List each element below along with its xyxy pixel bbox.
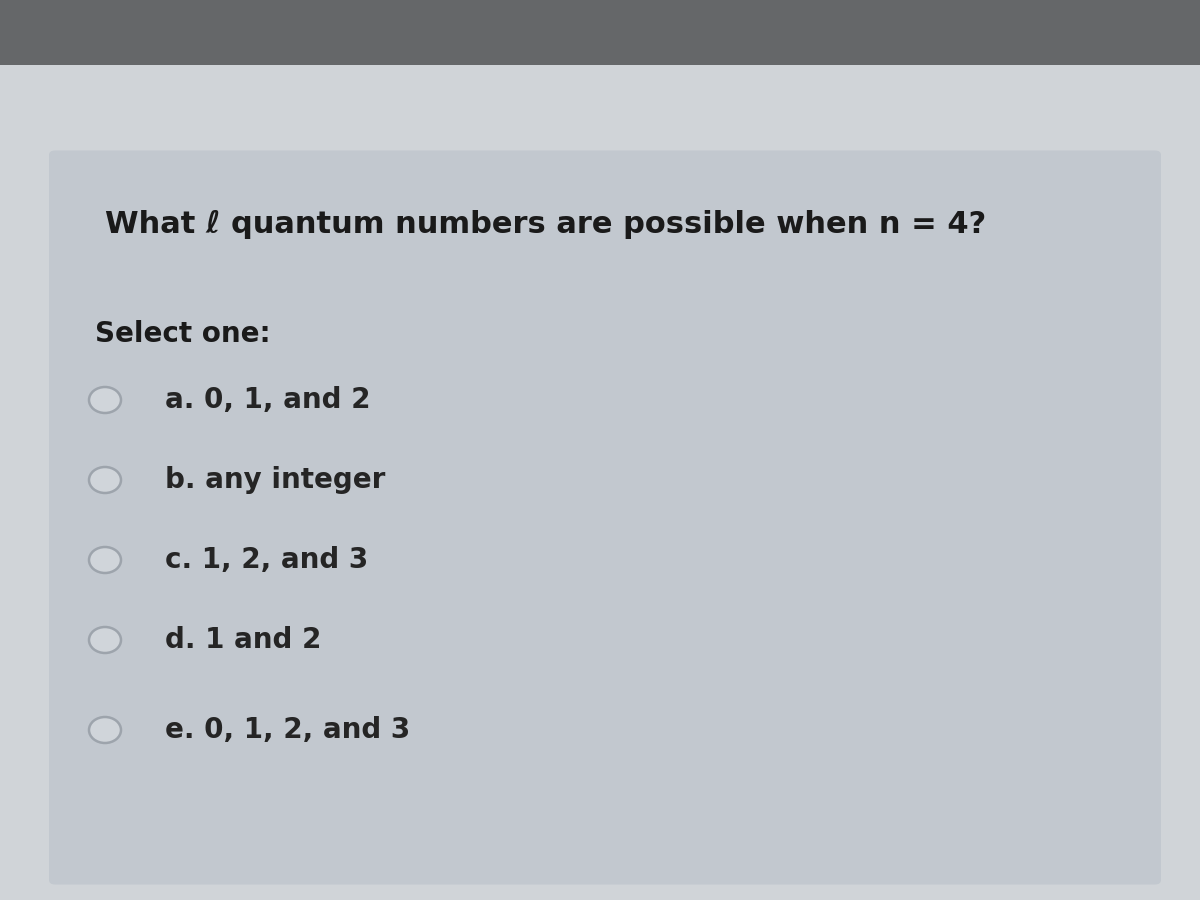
Text: c. 1, 2, and 3: c. 1, 2, and 3 <box>166 546 368 574</box>
Text: Select one:: Select one: <box>95 320 271 348</box>
Ellipse shape <box>89 627 121 653</box>
Text: d. 1 and 2: d. 1 and 2 <box>166 626 322 654</box>
Ellipse shape <box>89 387 121 413</box>
Text: b. any integer: b. any integer <box>166 466 385 494</box>
Text: What ℓ quantum numbers are possible when n = 4?: What ℓ quantum numbers are possible when… <box>106 210 986 239</box>
Ellipse shape <box>89 717 121 743</box>
Ellipse shape <box>89 467 121 493</box>
Ellipse shape <box>89 547 121 573</box>
Text: e. 0, 1, 2, and 3: e. 0, 1, 2, and 3 <box>166 716 410 744</box>
Text: a. 0, 1, and 2: a. 0, 1, and 2 <box>166 386 371 414</box>
